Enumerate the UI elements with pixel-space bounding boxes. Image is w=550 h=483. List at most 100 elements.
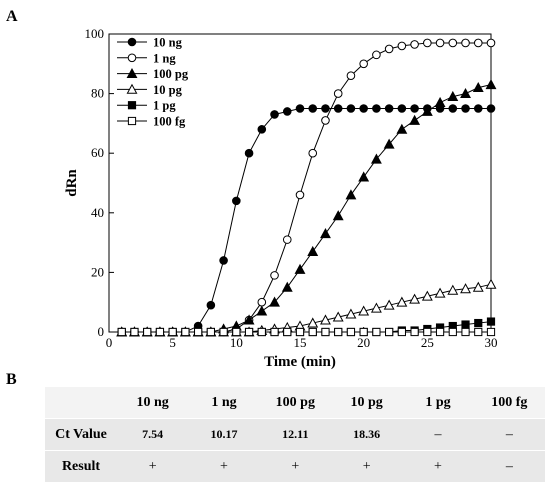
data-point: [385, 327, 394, 337]
table-row-ct-value: Ct Value 7.54 10.17 12.11 18.36 – –: [45, 418, 545, 451]
y-tick-label: 20: [91, 264, 104, 279]
data-point: [358, 305, 370, 316]
y-axis-label: dRn: [64, 169, 80, 197]
data-point: [333, 89, 343, 98]
legend-label: 100 fg: [153, 115, 186, 129]
data-point: [359, 327, 368, 337]
legend-marker: [127, 37, 137, 47]
data-point: [219, 327, 228, 337]
header-cell: 1 ng: [188, 387, 260, 419]
data-point: [448, 38, 458, 48]
legend-label: 10 pg: [153, 83, 183, 97]
data-point: [269, 296, 280, 307]
legend-label: 100 pg: [153, 67, 189, 81]
data-point: [270, 271, 279, 280]
legend-label: 1 pg: [153, 99, 176, 113]
data-point: [372, 50, 381, 60]
data-point: [474, 318, 483, 328]
table-cell: +: [402, 450, 474, 483]
series-line-3: [121, 283, 492, 333]
legend-marker: [126, 83, 138, 94]
x-tick-label: 10: [230, 335, 243, 350]
data-point: [359, 59, 368, 69]
data-point: [283, 327, 292, 337]
y-tick-label: 100: [85, 26, 105, 41]
row-label: Ct Value: [45, 418, 117, 451]
data-point: [257, 327, 266, 337]
data-point: [461, 104, 470, 113]
data-point: [143, 327, 152, 337]
data-point: [232, 327, 241, 337]
data-point: [346, 71, 356, 81]
legend-marker: [127, 53, 137, 63]
data-point: [372, 104, 381, 113]
results-table-container: 10 ng 1 ng 100 pg 10 pg 1 pg 100 fg Ct V…: [45, 387, 545, 483]
data-point: [308, 148, 318, 158]
x-tick-label: 15: [294, 335, 307, 350]
data-point: [282, 107, 292, 116]
data-point: [307, 245, 319, 256]
table-cell: +: [188, 450, 260, 483]
row-label: Result: [45, 450, 117, 483]
series-line-4: [121, 321, 492, 333]
data-point: [461, 320, 470, 329]
y-tick-label: 0: [98, 324, 105, 339]
header-cell: 10 pg: [330, 387, 403, 419]
table-cell: 7.54: [117, 418, 189, 451]
data-point: [448, 104, 458, 113]
data-point: [472, 281, 484, 292]
header-cell: 10 ng: [117, 387, 189, 419]
data-point: [473, 38, 483, 48]
header-cell: 100 pg: [259, 387, 331, 419]
legend-marker: [126, 67, 138, 79]
data-point: [410, 104, 419, 113]
data-point: [384, 104, 394, 113]
data-point: [486, 317, 496, 326]
data-point: [270, 327, 279, 337]
legend-marker: [127, 116, 137, 126]
data-point: [232, 196, 241, 206]
table-cell: 10.17: [188, 418, 260, 451]
data-point: [434, 287, 446, 298]
data-point: [448, 327, 457, 337]
data-point: [447, 284, 459, 295]
data-point: [244, 148, 254, 158]
data-point: [346, 327, 356, 337]
series-line-0: [121, 108, 491, 333]
data-point: [421, 105, 433, 116]
data-point: [155, 327, 165, 337]
header-cell: 100 fg: [473, 387, 545, 419]
y-tick-label: 60: [91, 145, 104, 160]
data-point: [486, 104, 496, 113]
x-tick-label: 20: [357, 335, 370, 350]
table-cell: 18.36: [330, 418, 403, 451]
data-point: [486, 327, 496, 337]
table-cell: 12.11: [259, 418, 331, 451]
data-point: [332, 210, 344, 221]
data-point: [320, 314, 331, 325]
data-point: [473, 104, 483, 113]
data-point: [282, 235, 292, 244]
data-point: [257, 297, 267, 307]
data-point: [370, 302, 382, 313]
data-point: [117, 327, 126, 337]
data-point: [409, 114, 421, 125]
panel-label-a: A: [6, 8, 18, 25]
data-point: [281, 281, 293, 292]
data-point: [410, 327, 419, 337]
data-point: [396, 296, 408, 307]
data-point: [383, 138, 395, 149]
data-point: [308, 327, 317, 337]
results-table: 10 ng 1 ng 100 pg 10 pg 1 pg 100 fg Ct V…: [45, 387, 545, 483]
data-point: [346, 104, 356, 113]
data-point: [409, 293, 421, 304]
data-point: [397, 327, 406, 337]
data-point: [396, 123, 408, 134]
data-point: [295, 327, 305, 337]
data-point: [447, 90, 459, 101]
data-point: [270, 110, 279, 119]
table-cell: –: [473, 450, 545, 483]
data-point: [257, 125, 267, 134]
x-tick-label: 30: [485, 335, 498, 350]
x-tick-label: 5: [169, 335, 176, 350]
